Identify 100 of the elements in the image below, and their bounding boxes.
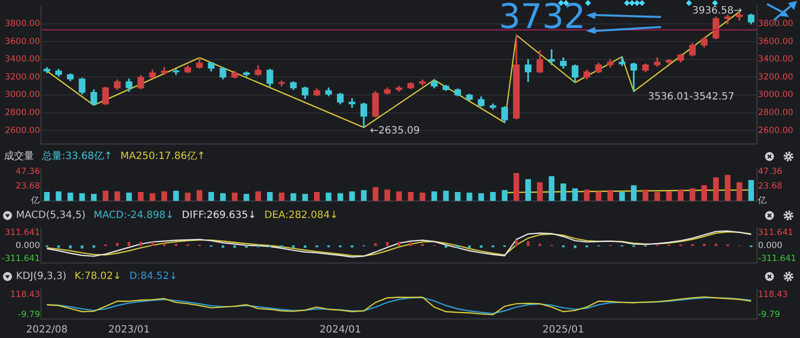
bar: [607, 190, 614, 201]
bar: [360, 190, 367, 201]
y2-tick-label: -9.79: [758, 310, 780, 320]
annotation: 3936.58→: [692, 6, 742, 17]
x-tick-label: 2022/08: [26, 324, 68, 336]
bar: [255, 191, 261, 201]
bar: [560, 183, 566, 201]
bar: [102, 190, 108, 201]
y2-tick-label: 23.68: [758, 182, 782, 192]
bar: [173, 190, 179, 201]
bar: [161, 191, 168, 201]
y2-tick-label: 47.36: [758, 167, 782, 178]
bar: [114, 191, 120, 201]
y-tick-label: 3600.00: [4, 36, 40, 47]
y2-tick-label: 2800.00: [758, 108, 794, 118]
y2-tick-label: 2600.00: [758, 126, 794, 136]
chart-title: 成交量: [4, 151, 34, 162]
y2-tick-label: 0.000: [758, 240, 782, 251]
bar: [666, 191, 672, 201]
bar: [537, 182, 543, 201]
bar: [56, 191, 62, 201]
bar: [278, 192, 284, 201]
bar: [220, 193, 226, 201]
y2-tick-label: 118.43: [758, 290, 788, 300]
bar: [630, 185, 637, 201]
bar: [396, 191, 402, 201]
ref-line-label: 3732: [498, 0, 586, 37]
bar: [267, 192, 273, 201]
bar: [490, 192, 496, 201]
annotation: 3536.01-3542.57: [648, 92, 734, 103]
y-tick-label: 2800.00: [4, 108, 40, 118]
bar: [443, 190, 449, 201]
bar: [420, 192, 426, 201]
y2-tick-label: 3200.00: [758, 72, 794, 82]
y2-tick-label: 311.641: [758, 228, 794, 238]
x-tick-label: 2025/01: [542, 324, 584, 336]
bar: [572, 188, 578, 201]
text: DEA:282.084↓: [264, 210, 338, 221]
bar: [478, 193, 484, 201]
chart-title: KDJ(9,3,3): [16, 271, 66, 282]
y-tick-label: 3000.00: [4, 90, 40, 100]
bar: [584, 190, 590, 201]
bar: [431, 191, 438, 201]
bar: [326, 192, 332, 201]
bar: [314, 192, 320, 201]
bar: [372, 187, 378, 201]
y-tick-label: 3200.00: [4, 72, 40, 82]
bar: [454, 192, 461, 201]
y-tick-label: 3800.00: [4, 19, 40, 30]
bar: [514, 173, 520, 201]
bar: [150, 193, 156, 201]
y2-tick-label: 3000.00: [758, 90, 794, 100]
series-label: DIFF:269.635↓: [182, 210, 256, 221]
y-tick-label: 118.43: [10, 290, 40, 300]
text: 总量:33.68亿↑: [42, 151, 112, 162]
bar: [337, 193, 344, 201]
bar: [44, 192, 50, 201]
bar: [466, 192, 472, 201]
bar: [79, 193, 85, 201]
y-tick-label: 47.36: [16, 167, 40, 178]
y-tick-label: 2600.00: [4, 126, 40, 136]
bar: [525, 179, 531, 201]
bar: [384, 190, 390, 201]
text: MA250:17.86亿↑: [120, 151, 206, 162]
chart-title: MACD(5,34,5): [16, 210, 86, 221]
y-tick-label: 0.000: [16, 240, 40, 251]
y-tick-label: 311.641: [4, 228, 40, 238]
text: MACD:-24.898↓: [94, 210, 174, 221]
bar: [678, 190, 684, 201]
bar: [126, 192, 132, 201]
bar: [208, 192, 214, 201]
bar: [701, 185, 708, 201]
y2-tick-label: 3600.00: [758, 36, 794, 47]
bar: [502, 190, 508, 201]
bar: [619, 192, 625, 201]
y2-tick-label: 3800.00: [758, 19, 794, 30]
bar: [68, 192, 74, 201]
bar: [748, 180, 754, 201]
x-tick-label: 2023/01: [108, 324, 150, 336]
bar: [548, 176, 554, 201]
y-tick-label: -311.641: [2, 254, 40, 264]
candlestick: [278, 80, 285, 86]
bar: [232, 192, 238, 201]
y2-tick-label: 3400.00: [758, 54, 794, 65]
x-tick-label: 2024/01: [320, 324, 362, 336]
bar: [349, 191, 355, 201]
y2-tick-label: 亿: [757, 195, 767, 206]
bar: [138, 192, 144, 201]
bar: [596, 191, 602, 201]
y2-tick-label: -311.641: [758, 254, 796, 264]
bar: [290, 193, 296, 201]
series-label: K:78.02↓: [74, 271, 122, 282]
bar: [724, 174, 730, 201]
y-tick-label: -9.79: [18, 310, 40, 320]
bar: [642, 190, 648, 201]
y-tick-label: 3400.00: [4, 54, 40, 65]
series-label: D:84.52↓: [129, 271, 178, 282]
bar: [736, 182, 742, 201]
bar: [713, 177, 719, 201]
bar: [654, 192, 660, 201]
